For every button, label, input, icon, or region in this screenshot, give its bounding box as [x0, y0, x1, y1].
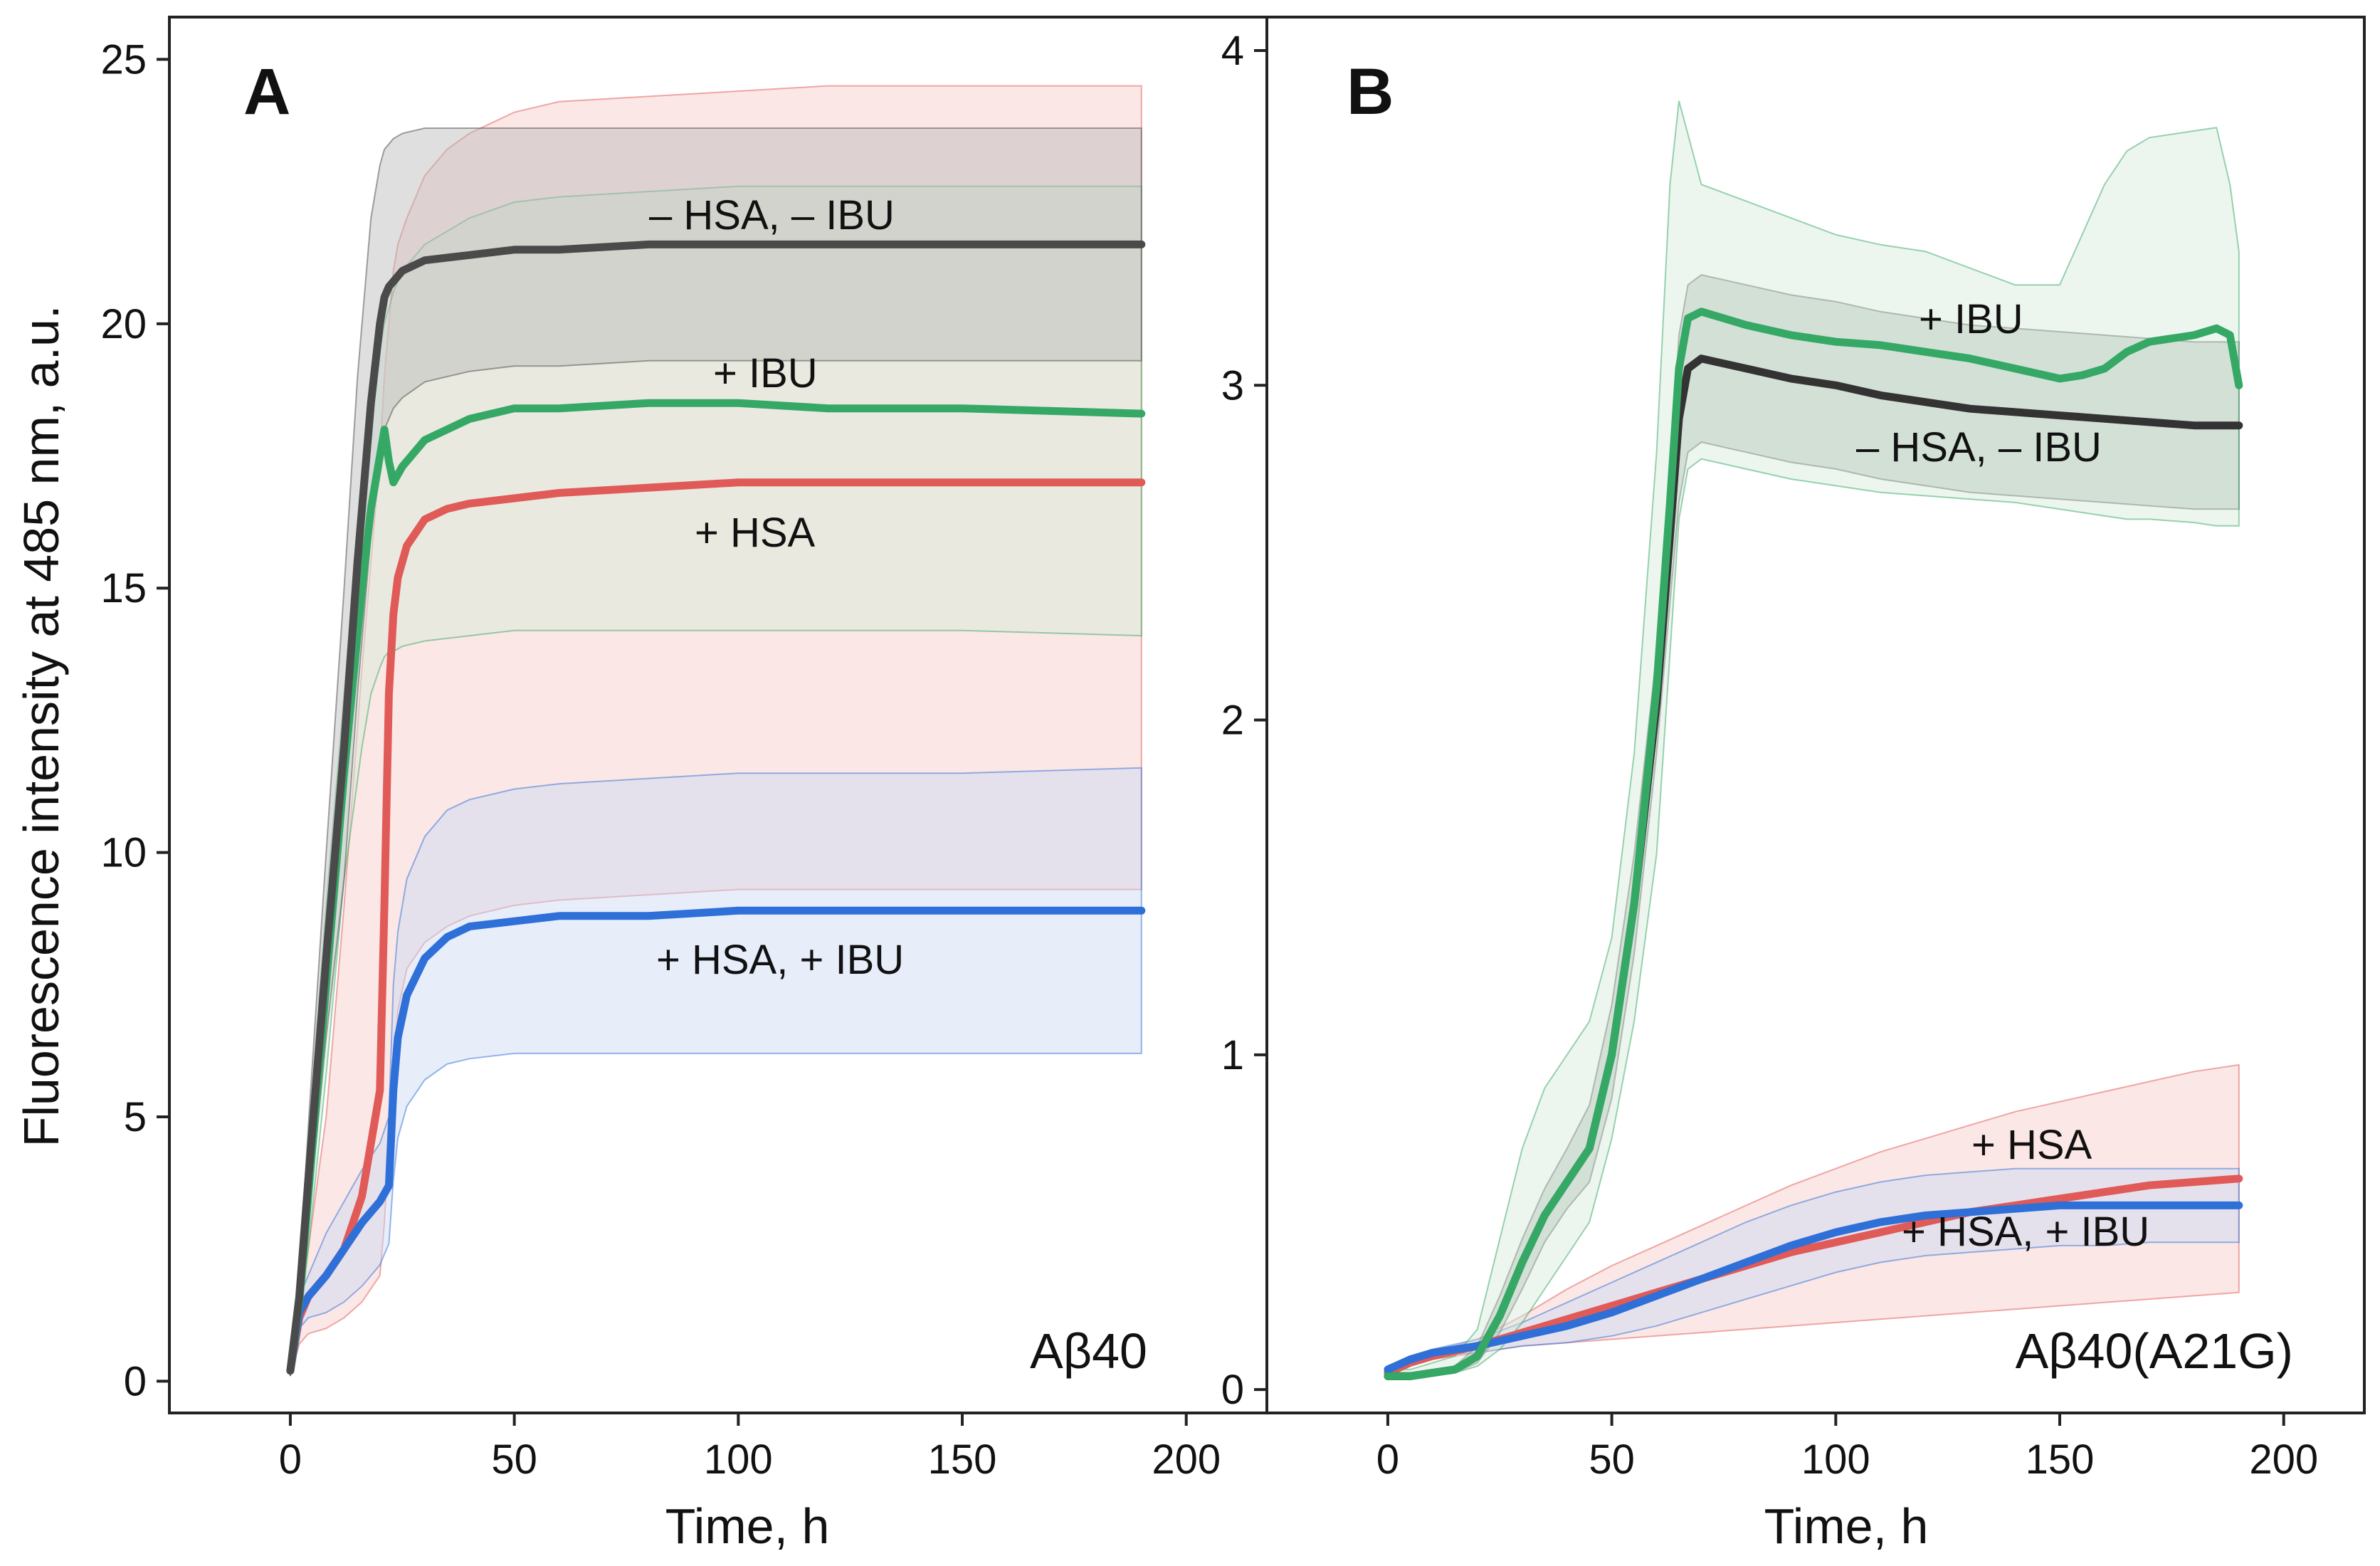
panel-b-series-label-hsa-ibu: + HSA, + IBU — [1902, 1209, 2149, 1255]
panel-a-ticks: 0 50 100 150 200 0 5 10 15 20 25 — [100, 36, 1221, 1483]
panel-b-peptide-label: Aβ40(A21G) — [2016, 1323, 2293, 1379]
panel-a-x-tick-label: 0 — [279, 1436, 302, 1483]
panel-b-y-tick-label: 0 — [1221, 1367, 1244, 1413]
panel-b-x-tick-label: 200 — [2249, 1436, 2318, 1483]
panel-b: 0 50 100 150 200 0 1 2 3 4 B Aβ40(A21G) + IBU – H… — [1221, 16, 2366, 1554]
panel-a-y-tick-label: 25 — [100, 36, 147, 83]
panel-b-series-label-ibu: + IBU — [1919, 296, 2023, 342]
panel-a-series-label-neg: – HSA, – IBU — [649, 192, 895, 238]
panel-a-series-label-hsa-ibu: + HSA, + IBU — [656, 937, 904, 983]
panel-b-x-tick-label: 50 — [1589, 1436, 1635, 1483]
panel-b-y-tick-label: 3 — [1221, 362, 1244, 409]
panel-b-y-tick-label: 2 — [1221, 698, 1244, 744]
panel-b-line-ibu — [1384, 308, 2243, 1380]
panel-a-peptide-label: Aβ40 — [1030, 1323, 1147, 1379]
panel-a-y-tick-label: 15 — [100, 565, 147, 611]
y-axis-title: Fluorescence intensity at 485 nm, a.u. — [14, 305, 69, 1147]
panel-a-series-label-ibu: + IBU — [713, 350, 818, 396]
panel-b-x-tick-label: 100 — [1801, 1436, 1870, 1483]
panel-a-y-tick-label: 20 — [100, 301, 147, 347]
panel-a-letter: A — [243, 56, 290, 128]
panel-b-x-axis-title: Time, h — [1764, 1498, 1929, 1554]
panel-a-y-tick-label: 10 — [100, 830, 147, 876]
panel-b-band-ibu — [1386, 100, 2240, 1380]
panel-a-x-tick-label: 150 — [928, 1436, 997, 1483]
panel-b-series-label-neg: – HSA, – IBU — [1856, 424, 2102, 471]
panel-b-y-tick-label: 4 — [1221, 28, 1244, 74]
panel-b-ticks: 0 50 100 150 200 0 1 2 3 4 — [1221, 28, 2318, 1483]
panel-a-x-tick-label: 100 — [704, 1436, 773, 1483]
panel-b-band-hsa — [1386, 1063, 2240, 1377]
panel-a-x-axis-title: Time, h — [665, 1498, 830, 1554]
panel-b-line-hsa-ibu — [1384, 1201, 2243, 1374]
panel-b-x-tick-label: 0 — [1376, 1436, 1399, 1483]
panel-b-x-tick-label: 150 — [2026, 1436, 2095, 1483]
panel-a-series-label-hsa: + HSA — [695, 510, 816, 556]
panel-b-frame — [1265, 16, 2366, 1414]
panel-b-letter: B — [1347, 56, 1394, 128]
panel-b-y-tick-label: 1 — [1221, 1032, 1244, 1078]
panel-a-y-tick-label: 5 — [124, 1094, 147, 1140]
panel-a-lines — [286, 240, 1146, 1375]
panel-a-line-hsa-ibu — [286, 906, 1146, 1375]
panel-b-lines — [1384, 308, 2243, 1380]
panel-a-x-tick-label: 200 — [1152, 1436, 1221, 1483]
panel-b-band-hsa-ibu — [1386, 1167, 2240, 1375]
panel-a-y-tick-label: 0 — [124, 1358, 147, 1404]
panel-b-series-label-hsa: + HSA — [1971, 1122, 2092, 1168]
panel-a-line-hsa-ibu — [286, 240, 1146, 1375]
panel-a-x-tick-label: 50 — [491, 1436, 537, 1483]
